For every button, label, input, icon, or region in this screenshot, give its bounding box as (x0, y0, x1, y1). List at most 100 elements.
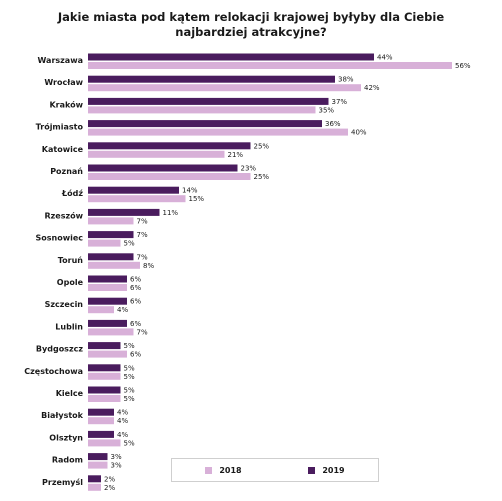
bar-2019-opole (88, 275, 127, 283)
category-label-rzeszow: Rzeszów (44, 210, 83, 220)
category-label-poznan: Poznań (50, 167, 83, 176)
legend-swatch-2018 (205, 466, 213, 474)
value-label-2018-radom: 3% (111, 462, 122, 470)
category-label-krakow: Kraków (49, 99, 83, 109)
value-label-2018-szczecin: 4% (117, 306, 128, 314)
bar-2018-lodz (88, 195, 186, 203)
category-label-szczecin: Szczecin (45, 300, 84, 309)
category-label-bydgoszcz: Bydgoszcz (36, 345, 83, 354)
value-label-2019-trojmiasto: 36% (325, 120, 341, 128)
chart-title-line-1: Jakie miasta pod kątem relokacji krajowe… (57, 10, 445, 24)
legend-label-2018: 2018 (219, 465, 242, 475)
bar-2018-opole (88, 284, 127, 291)
category-label-radom: Radom (52, 456, 83, 465)
bar-2019-bydgoszcz (88, 342, 121, 350)
bar-2018-bydgoszcz (88, 350, 127, 358)
bar-2019-przemysl (88, 475, 101, 483)
value-label-2019-krakow: 37% (332, 98, 348, 106)
value-label-2018-trojmiasto: 40% (351, 129, 367, 137)
value-label-2018-poznan: 25% (254, 173, 270, 181)
bar-2018-katowice (88, 150, 225, 158)
value-label-2019-wroclaw: 38% (338, 76, 354, 84)
bar-2019-torun (88, 253, 134, 261)
bar-2019-lodz (88, 186, 179, 194)
value-label-2018-katowice: 21% (228, 151, 244, 159)
value-label-2019-poznan: 23% (241, 165, 257, 173)
value-label-2019-kielce: 5% (124, 387, 135, 395)
bar-2018-sosnowiec (88, 239, 121, 247)
bar-2018-poznan (88, 173, 251, 180)
value-label-2018-czestochowa: 5% (124, 373, 135, 381)
legend-item-2018: 2018 (205, 465, 242, 475)
bar-2018-wroclaw (88, 84, 361, 92)
bar-2019-sosnowiec (88, 231, 134, 239)
value-label-2018-kielce: 5% (124, 395, 135, 403)
bar-2018-olsztyn (88, 439, 121, 447)
value-label-2019-opole: 6% (130, 276, 141, 284)
bar-2019-trojmiasto (88, 120, 322, 128)
bar-2018-rzeszow (88, 217, 134, 225)
bar-2018-bialystok (88, 417, 114, 425)
bar-2019-lublin (88, 319, 127, 327)
bar-2019-olsztyn (88, 430, 114, 438)
category-label-wroclaw: Wrocław (44, 78, 83, 87)
category-label-przemysl: Przemyśl (42, 477, 83, 487)
bar-2019-radom (88, 453, 108, 461)
bar-2018-krakow (88, 106, 316, 114)
value-label-2018-krakow: 35% (319, 106, 335, 114)
value-label-2019-przemysl: 2% (104, 475, 115, 483)
category-label-sosnowiec: Sosnowiec (35, 234, 83, 243)
legend-item-2019: 2019 (308, 466, 345, 475)
bar-2019-wroclaw (88, 75, 335, 83)
bar-2019-szczecin (88, 297, 127, 305)
bar-2018-kielce (88, 395, 121, 402)
value-label-2019-czestochowa: 5% (124, 364, 135, 372)
value-label-2019-katowice: 25% (254, 142, 270, 150)
value-label-2019-bydgoszcz: 5% (124, 342, 135, 350)
value-label-2018-sosnowiec: 5% (124, 240, 135, 248)
bar-2019-czestochowa (88, 364, 121, 372)
chart-legend: 2018 2019 (171, 458, 379, 482)
category-label-torun: Toruń (58, 256, 84, 265)
category-label-czestochowa: Częstochowa (24, 367, 83, 376)
bar-2018-warszawa (88, 62, 452, 69)
bar-2018-lublin (88, 328, 134, 336)
category-label-kielce: Kielce (56, 389, 84, 398)
category-label-bialystok: Białystok (41, 411, 84, 420)
category-label-trojmiasto: Trójmiasto (36, 122, 84, 132)
category-label-olsztyn: Olsztyn (49, 433, 83, 442)
value-label-2018-bydgoszcz: 6% (130, 351, 141, 359)
value-label-2018-rzeszow: 7% (137, 217, 148, 225)
chart-title-line-2: najbardziej atrakcyjne? (175, 25, 327, 39)
bar-2018-trojmiasto (88, 128, 348, 136)
bar-2019-poznan (88, 164, 238, 172)
value-label-2018-bialystok: 4% (117, 417, 128, 425)
legend-swatch-2019 (308, 466, 316, 474)
chart-title: Jakie miasta pod kątem relokacji krajowe… (0, 10, 502, 40)
value-label-2018-olsztyn: 5% (124, 439, 135, 447)
value-label-2019-szczecin: 6% (130, 298, 141, 306)
bar-2018-torun (88, 261, 140, 269)
value-label-2018-przemysl: 2% (104, 484, 115, 492)
value-label-2018-torun: 8% (143, 262, 154, 270)
value-label-2019-lodz: 14% (182, 187, 198, 195)
bar-2018-przemysl (88, 483, 101, 491)
bar-2019-krakow (88, 97, 329, 105)
value-label-2018-lublin: 7% (137, 328, 148, 336)
value-label-2018-wroclaw: 42% (364, 84, 380, 92)
value-label-2019-olsztyn: 4% (117, 431, 128, 439)
bar-2018-radom (88, 461, 108, 469)
category-label-lublin: Lublin (55, 322, 83, 331)
value-label-2019-radom: 3% (111, 453, 122, 461)
category-label-opole: Opole (57, 278, 84, 287)
bar-2018-czestochowa (88, 372, 121, 380)
value-label-2019-torun: 7% (137, 253, 148, 261)
value-label-2019-bialystok: 4% (117, 409, 128, 417)
category-label-warszawa: Warszawa (38, 56, 84, 65)
bar-2019-katowice (88, 142, 251, 150)
value-label-2019-warszawa: 44% (377, 54, 393, 62)
value-label-2019-sosnowiec: 7% (137, 231, 148, 239)
bar-2019-bialystok (88, 408, 114, 416)
value-label-2019-rzeszow: 11% (163, 209, 179, 217)
